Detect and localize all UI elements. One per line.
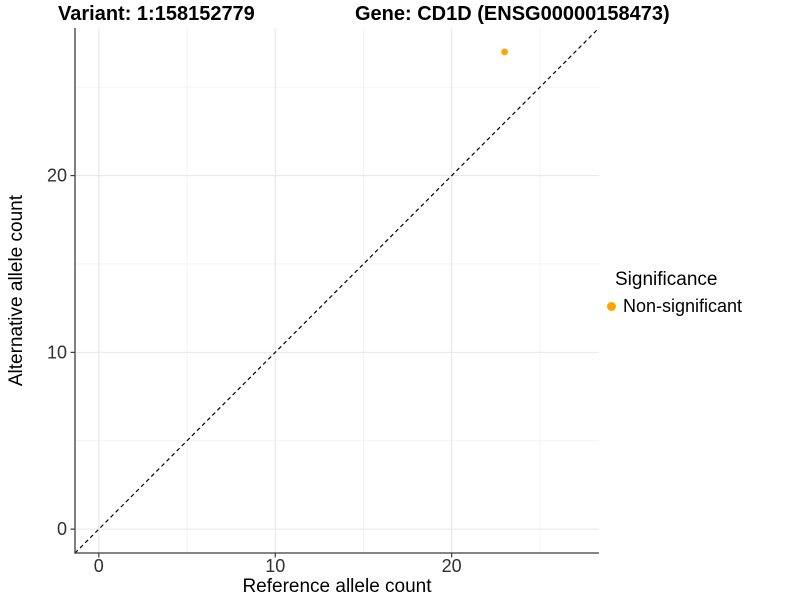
data-point <box>501 48 509 56</box>
legend-key-dot-icon <box>607 302 616 311</box>
y-axis-title: Alternative allele count <box>6 194 27 387</box>
x-tick-label: 0 <box>94 556 104 576</box>
plot-title-variant: Variant: 1:158152779 <box>58 3 255 25</box>
y-tick-label: 20 <box>47 166 67 186</box>
x-tick-label: 10 <box>265 556 285 576</box>
x-tick-label: 20 <box>442 556 462 576</box>
legend-title: Significance <box>615 269 718 290</box>
legend-item-label: Non-significant <box>623 296 743 316</box>
y-axis-title-wrap: Alternative allele count <box>6 28 28 553</box>
legend: Significance Non-significant <box>607 269 742 317</box>
identity-line <box>74 27 600 554</box>
legend-item-non-significant: Non-significant <box>607 296 742 317</box>
y-tick-label: 0 <box>57 519 67 539</box>
y-tick-label: 10 <box>47 342 67 362</box>
plot-title-gene: Gene: CD1D (ENSG00000158473) <box>355 3 670 25</box>
x-axis-title: Reference allele count <box>242 576 432 597</box>
